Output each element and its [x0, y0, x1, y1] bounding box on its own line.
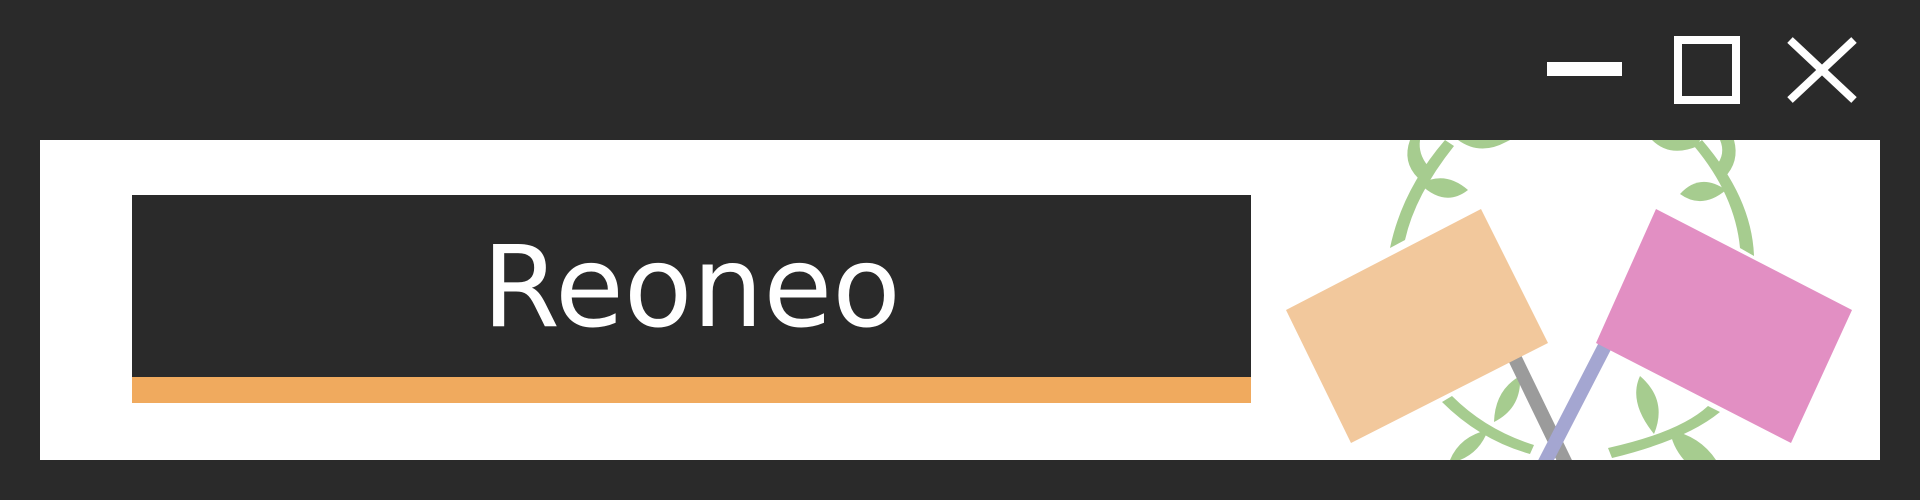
crossed-flags-icon [1286, 140, 1852, 460]
title-bar[interactable] [0, 0, 1920, 140]
laurel-top-left [1390, 140, 1510, 248]
accent-bar [132, 377, 1251, 403]
minimize-button[interactable] [1540, 56, 1622, 82]
close-button[interactable] [1784, 36, 1860, 104]
flag-left [1286, 209, 1548, 443]
flag-pole-right [1538, 336, 1615, 460]
minimize-icon [1547, 62, 1622, 76]
close-icon [1787, 37, 1857, 103]
laurel-bottom-right [1608, 376, 1720, 460]
laurel-top-right [1652, 140, 1754, 256]
content-area: Reoneo [40, 140, 1880, 460]
maximize-button[interactable] [1674, 36, 1742, 104]
maximize-icon [1674, 36, 1740, 104]
flag-right [1596, 209, 1852, 443]
app-title: Reoneo [482, 223, 901, 353]
title-banner: Reoneo [132, 195, 1251, 377]
laurel-bottom-left [1442, 376, 1534, 460]
